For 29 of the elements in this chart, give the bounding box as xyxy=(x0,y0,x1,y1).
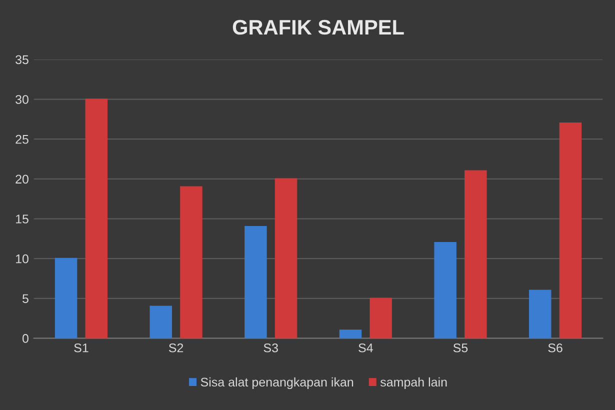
bar xyxy=(54,258,78,338)
bar xyxy=(370,298,392,338)
bar xyxy=(85,98,108,338)
x-tick-label: S6 xyxy=(548,343,562,352)
bar xyxy=(244,226,267,338)
x-tick-label: S1 xyxy=(74,343,88,352)
x-tick-label: S3 xyxy=(264,343,278,352)
y-tick-label: 30 xyxy=(16,95,28,104)
bar xyxy=(559,122,582,338)
legend-label: Sisa alat penangkapan ikan xyxy=(200,377,354,390)
y-tick-label: 20 xyxy=(16,174,28,184)
bar xyxy=(180,186,202,338)
y-tick-label: 0 xyxy=(22,334,28,343)
chart-title: GRAFIK SAMPEL xyxy=(232,20,404,35)
legend-label: sampah lain xyxy=(380,377,447,390)
bar xyxy=(150,306,172,338)
bar xyxy=(434,242,456,338)
bar xyxy=(274,178,298,338)
bar xyxy=(339,330,362,338)
y-tick-label: 5 xyxy=(22,294,28,304)
y-tick-label: 25 xyxy=(16,134,28,144)
x-tick-label: S2 xyxy=(168,343,184,352)
x-tick-label: S5 xyxy=(453,343,468,352)
y-tick-label: 15 xyxy=(16,214,28,224)
y-tick-label: 10 xyxy=(16,254,28,264)
x-tick-label: S4 xyxy=(358,343,373,352)
y-tick-label: 35 xyxy=(16,55,28,64)
bar xyxy=(464,170,487,338)
bar xyxy=(529,290,552,338)
